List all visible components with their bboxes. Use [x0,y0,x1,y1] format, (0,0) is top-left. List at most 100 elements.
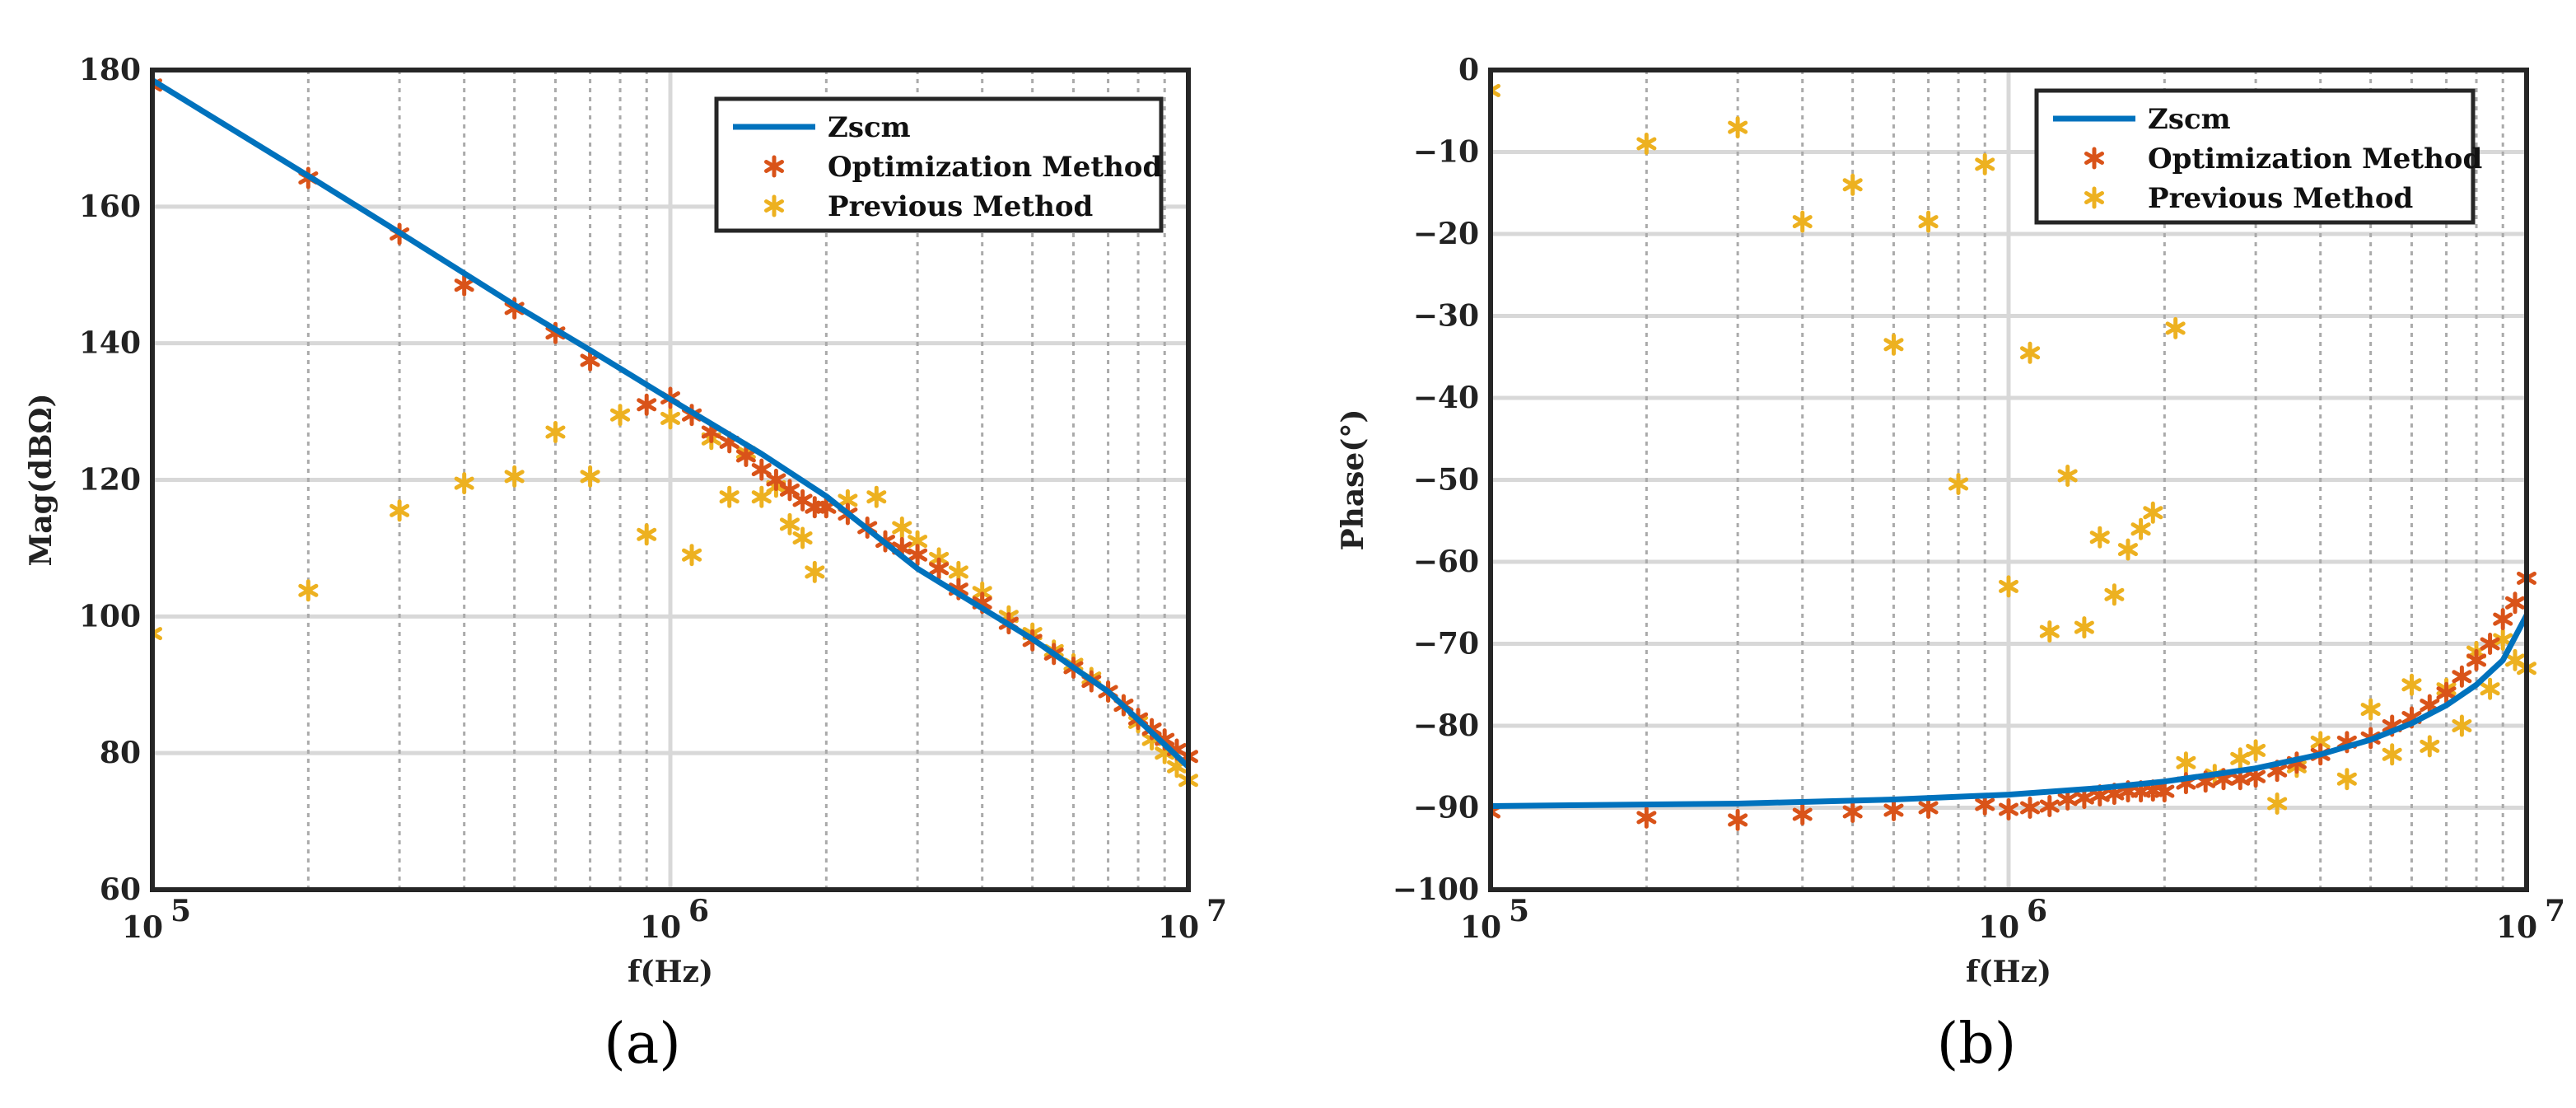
panel-a-point-optimization-method [454,273,474,297]
panel-b-point-optimization-method [1842,801,1863,823]
panel-a-legend-label-zscm: Zscm [828,111,911,144]
panel-b-point-previous-method [2104,583,2125,606]
panel-b-point-previous-method [2020,341,2041,364]
panel-a-point-previous-method [805,560,825,583]
panel-a-point-previous-method [545,421,566,443]
panel-b-x-tick-exponent: 7 [2545,894,2565,928]
panel-b-legend-swatch-previous-method [2084,186,2104,209]
panel-a-y-tick-label: 180 [79,53,141,87]
panel-a-point-optimization-method [816,496,837,519]
panel-b-x-tick-exponent: 5 [1509,894,1529,928]
panel-b-point-previous-method [2057,465,2078,487]
panel-a-point-previous-method [152,622,162,645]
panel-a-y-tick-label: 160 [79,189,141,224]
panel-b-point-previous-method [2267,792,2288,815]
panel-b-series-optimization-method [1491,567,2536,831]
panel-a-x-tick-label: 10 [122,910,163,945]
panel-b-point-previous-method [2143,501,2163,524]
panel-a-point-optimization-method [908,544,928,567]
panel-a-x-ticks: 10 5 10 6 10 7 [122,894,1227,945]
panel-a-point-optimization-method [779,479,800,502]
panel-a-legend: Zscm Optimization Method Previous Method [714,96,1164,233]
panel-a-legend-label-previous-method: Previous Method [828,190,1093,223]
panel-b-point-optimization-method [1999,798,2018,820]
panel-b-point-previous-method [2246,739,2266,762]
panel-b-y-tick-label: −60 [1413,545,1479,579]
panel-a-x-tick-exponent: 7 [1206,894,1227,928]
panel-b-point-optimization-method [2452,665,2472,688]
panel-b-point-previous-method [1842,173,1863,196]
panel-b-x-ticks: 10 5 10 6 10 7 [1460,894,2565,945]
panel-a-point-previous-method [866,485,887,508]
panel-a-point-previous-method [719,485,740,508]
panel-a-point-optimization-method [580,348,600,372]
panel-b-point-previous-method [2480,677,2500,700]
panel-a-y-tick-label: 100 [79,599,141,633]
panel-b-point-optimization-method [1883,799,1904,821]
panel-a-x-tick-exponent: 6 [688,894,709,928]
panel-b-legend: Zscm Optimization Method Previous Method [2034,88,2482,225]
panel-b-point-optimization-method [1792,803,1813,825]
panel-b-x-tick-label: 10 [1460,910,1501,945]
panel-b-y-tick-label: −20 [1413,217,1479,251]
panel-b-point-previous-method [1918,210,1939,233]
panel-b-legend-box [2034,88,2476,225]
panel-b-point-previous-method [2401,673,2422,696]
panel-a-point-optimization-method [735,445,756,467]
panel-b-x-tick-label: 10 [1978,910,2019,945]
panel-b-point-previous-method [2493,629,2513,651]
panel-b-point-previous-method [2360,698,2381,721]
panel-a-point-previous-method [792,526,813,549]
panel-a-x-tick-label: 10 [1158,910,1199,945]
panel-a-y-tick-label: 60 [100,872,141,907]
panel-a-y-tick-label: 120 [79,463,141,498]
panel-b-y-tick-label: −10 [1413,135,1479,170]
panel-b-point-optimization-method [2505,591,2525,615]
panel-b-point-previous-method [1883,333,1904,356]
panel-a-x-axis-label: f(Hz) [628,955,713,989]
panel-a-legend-swatch-previous-method [764,194,784,217]
panel-b-point-optimization-method [2480,633,2500,655]
panel-a-point-optimization-method [637,393,657,416]
panel-b-point-previous-method [2074,616,2094,639]
panel-b-point-previous-method [1999,575,2018,598]
panel-b-point-previous-method [1948,473,1969,495]
panel-b-point-previous-method [2336,768,2357,791]
panel-b-y-ticks: −100−90−80−70−60−50−40−30−20−100 [1393,53,1479,907]
panel-a-point-previous-method [504,465,525,488]
panel-b-y-tick-label: −50 [1413,463,1479,498]
panel-b-x-tick-label: 10 [2496,910,2537,945]
panel-a-point-previous-method [751,485,772,508]
panel-a-point-previous-method [580,465,600,488]
panel-b-legend-label-optimization-method: Optimization Method [2148,143,2482,175]
panel-b-y-tick-label: −70 [1413,627,1479,662]
panel-b-point-optimization-method [1636,806,1657,829]
panel-a-point-previous-method [779,512,800,535]
panel-b-x-axis-label: f(Hz) [1966,955,2051,989]
panel-a-point-previous-method [660,407,680,430]
panel-b-point-previous-method [2130,517,2151,540]
panel-b-legend-label-zscm: Zscm [2148,103,2231,136]
panel-b-y-tick-label: −30 [1413,299,1479,334]
panel-b-point-previous-method [2176,751,2196,774]
panel-a-y-ticks: 60 80 100 120 140 160 180 [79,53,141,907]
panel-b-legend-label-previous-method: Previous Method [2148,182,2413,215]
panel-a-series-zscm [152,77,1191,769]
panel-a-series-layer [152,73,1198,792]
panel-b-point-previous-method [2420,735,2440,758]
panel-b-point-optimization-method [2154,780,2175,803]
panel-b-point-previous-method [2382,743,2402,766]
panel-b-point-previous-method [2039,620,2060,643]
panel-b-point-previous-method [1728,116,1748,139]
panel-b-y-tick-label: −90 [1413,791,1479,825]
panel-a-point-optimization-method [929,557,950,580]
panel-a-y-axis-label: Mag(dBΩ) [24,393,58,566]
panel-a-caption: (a) [604,1012,681,1077]
panel-b-y-tick-label: −80 [1413,708,1479,743]
panel-b-point-optimization-method [2039,795,2060,817]
panel-b-series-zscm [1491,614,2530,809]
panel-b-y-tick-label: −40 [1413,381,1479,415]
panel-a-point-optimization-method [766,469,786,491]
